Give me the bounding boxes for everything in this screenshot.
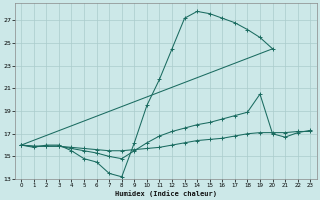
X-axis label: Humidex (Indice chaleur): Humidex (Indice chaleur) xyxy=(115,190,217,197)
